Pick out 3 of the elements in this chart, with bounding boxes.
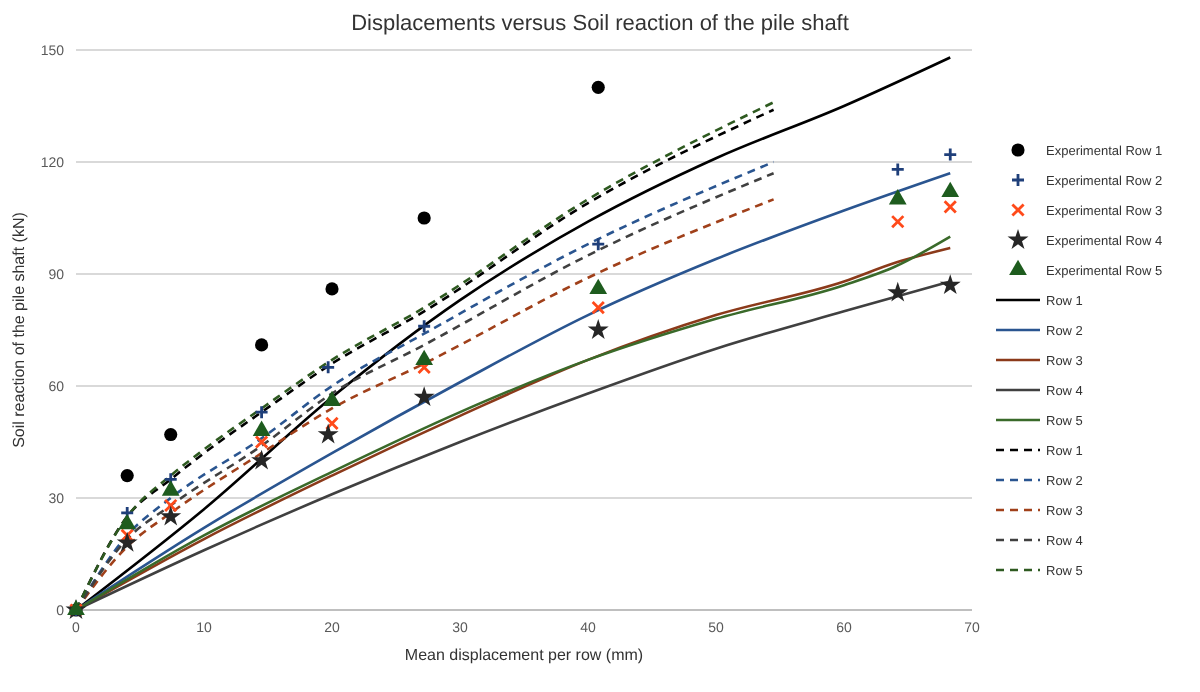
x-axis-title: Mean displacement per row (mm) xyxy=(404,646,644,664)
y-axis-title: Soil reaction of the pile shaft (kN) xyxy=(10,211,28,448)
chart-title: Displacements versus Soil reaction of the pile shaft xyxy=(351,12,849,36)
